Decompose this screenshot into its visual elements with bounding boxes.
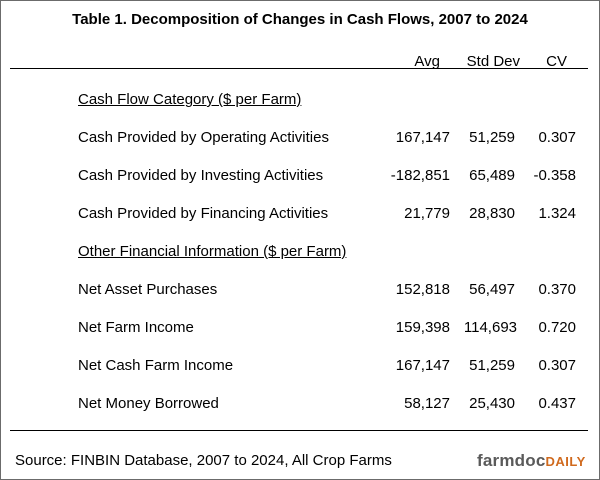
row-std-dev: 56,497 <box>469 281 515 298</box>
row-label: Cash Provided by Financing Activities <box>78 205 329 222</box>
farmdoc-daily-logo: farmdocDAILY <box>477 451 586 471</box>
row-label: Cash Provided by Operating Activities <box>78 129 329 146</box>
footer-rule <box>10 430 588 431</box>
row-cv: 0.307 <box>538 129 576 146</box>
row-std-dev: 51,259 <box>469 129 515 146</box>
row-std-dev: 25,430 <box>469 395 515 412</box>
row-cv: 0.437 <box>538 395 576 412</box>
row-avg: 58,127 <box>404 395 450 412</box>
section-heading-cash-flow: Cash Flow Category ($ per Farm) <box>78 91 302 108</box>
row-avg: 167,147 <box>395 129 450 146</box>
row-avg: 21,779 <box>404 205 450 222</box>
row-label: Net Farm Income <box>78 319 194 336</box>
logo-text-daily: DAILY <box>545 454 586 469</box>
row-std-dev: 51,259 <box>469 357 515 374</box>
row-std-dev: 28,830 <box>469 205 515 222</box>
row-cv: 1.324 <box>538 205 576 222</box>
row-cv: 0.307 <box>538 357 576 374</box>
row-avg: 167,147 <box>395 357 450 374</box>
row-std-dev: 65,489 <box>469 167 515 184</box>
table-title: Table 1. Decomposition of Changes in Cas… <box>72 11 528 28</box>
row-label: Net Asset Purchases <box>78 281 218 298</box>
row-cv: -0.358 <box>533 167 576 184</box>
row-cv: 0.370 <box>538 281 576 298</box>
logo-text-farmdoc: farmdoc <box>477 451 546 470</box>
row-label: Net Cash Farm Income <box>78 357 234 374</box>
row-avg: -182,851 <box>390 167 450 184</box>
column-header-avg: Avg <box>414 53 440 70</box>
column-header-cv: CV <box>546 53 567 70</box>
row-label: Net Money Borrowed <box>78 395 219 412</box>
row-cv: 0.720 <box>538 319 576 336</box>
row-avg: 152,818 <box>395 281 450 298</box>
column-header-std-dev: Std Dev <box>466 53 520 70</box>
header-rule <box>10 68 588 69</box>
source-note: Source: FINBIN Database, 2007 to 2024, A… <box>15 452 392 469</box>
section-heading-other-financial: Other Financial Information ($ per Farm) <box>78 243 347 260</box>
row-avg: 159,398 <box>395 319 450 336</box>
row-label: Cash Provided by Investing Activities <box>78 167 324 184</box>
row-std-dev: 114,693 <box>463 319 517 336</box>
